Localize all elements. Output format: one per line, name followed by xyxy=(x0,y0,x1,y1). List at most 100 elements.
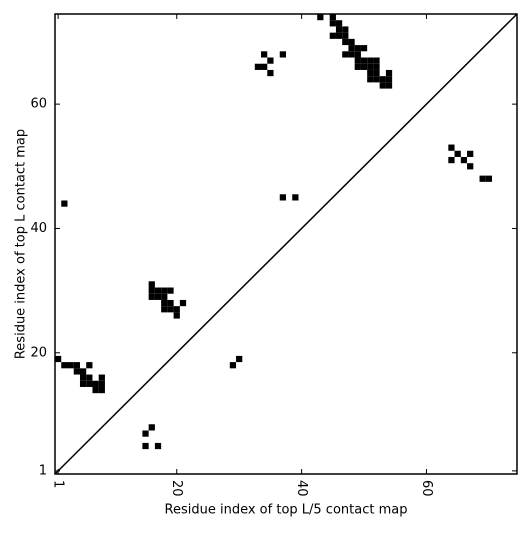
contact-point xyxy=(154,287,162,294)
contact-point xyxy=(79,374,87,381)
diagonal xyxy=(54,13,518,475)
y-tick-label: 40 xyxy=(30,221,47,236)
contact-point xyxy=(148,293,155,300)
contact-point xyxy=(179,299,187,307)
contact-point xyxy=(86,380,93,387)
contact-point xyxy=(98,380,105,387)
y-axis-label: Residue index of top L contact map xyxy=(14,129,29,359)
contact-point xyxy=(367,63,374,70)
contact-point xyxy=(142,442,149,450)
contact-point xyxy=(467,163,474,170)
contact-point xyxy=(229,362,237,369)
contact-point xyxy=(92,380,99,387)
contact-point xyxy=(167,287,174,294)
contact-point xyxy=(261,51,268,58)
contact-point xyxy=(360,45,368,52)
contact-point xyxy=(448,144,455,151)
contact-point xyxy=(342,26,349,33)
contact-point xyxy=(373,69,380,77)
contact-point xyxy=(267,57,274,64)
x-tick-label: 1 xyxy=(51,480,66,488)
contact-point xyxy=(342,38,349,46)
contact-point xyxy=(86,374,93,381)
contact-point xyxy=(279,194,286,201)
contact-point xyxy=(73,362,80,369)
contact-point xyxy=(61,200,68,207)
contact-point xyxy=(367,57,374,64)
contact-point xyxy=(161,293,168,300)
contact-point xyxy=(367,76,374,83)
contact-point xyxy=(373,63,380,70)
contact-point xyxy=(379,76,386,83)
contact-point xyxy=(161,299,168,307)
contact-point xyxy=(360,63,368,70)
contact-point xyxy=(335,20,343,27)
contact-point xyxy=(161,306,168,313)
contact-point xyxy=(335,32,343,39)
contact-point xyxy=(385,69,393,77)
contact-point xyxy=(354,51,361,58)
contact-point xyxy=(167,299,174,307)
contact-point xyxy=(367,69,374,77)
contact-point xyxy=(454,150,461,157)
contact-point xyxy=(448,156,455,164)
contact-point xyxy=(485,175,493,182)
contact-point xyxy=(79,380,87,387)
contact-point xyxy=(148,424,155,431)
contact-point xyxy=(55,355,62,363)
y-tick-label: 20 xyxy=(30,345,47,360)
contact-point xyxy=(342,32,349,39)
contact-point xyxy=(348,38,355,46)
contact-point xyxy=(373,57,380,64)
contact-point xyxy=(385,82,393,89)
contact-point xyxy=(154,442,162,450)
contact-point xyxy=(154,293,162,300)
contact-point xyxy=(354,63,361,70)
contact-point xyxy=(173,306,180,313)
contact-point xyxy=(279,51,286,58)
x-axis-label: Residue index of top L/5 contact map xyxy=(165,503,408,518)
contact-point xyxy=(329,20,336,27)
contact-point xyxy=(360,57,368,64)
contact-point xyxy=(329,14,336,21)
contact-point xyxy=(173,312,180,319)
contact-point xyxy=(267,69,274,77)
contact-point xyxy=(148,287,155,294)
contact-point xyxy=(73,368,80,375)
contact-point xyxy=(348,51,355,58)
contact-point xyxy=(236,355,243,363)
x-tick-label: 40 xyxy=(294,480,309,497)
x-tick-label: 20 xyxy=(169,480,184,497)
contact-point xyxy=(467,150,474,157)
contact-point xyxy=(167,306,174,313)
contact-point xyxy=(61,362,68,369)
contact-point xyxy=(79,368,87,375)
contact-point xyxy=(479,175,486,182)
y-tick-label: 60 xyxy=(30,97,47,112)
x-tick-label: 60 xyxy=(419,480,434,497)
contact-point xyxy=(335,26,343,33)
plot-frame xyxy=(54,13,518,475)
contact-point xyxy=(385,76,393,83)
contact-point xyxy=(348,45,355,52)
contact-point xyxy=(329,32,336,39)
contact-point xyxy=(98,374,105,381)
contact-point xyxy=(261,63,268,70)
contact-point xyxy=(254,63,262,70)
contact-point xyxy=(379,82,386,89)
contact-point xyxy=(354,57,361,64)
contact-point xyxy=(292,194,299,201)
contact-point xyxy=(98,386,105,394)
y-tick-label: 1 xyxy=(39,463,47,478)
contact-point xyxy=(373,76,380,83)
contact-point xyxy=(142,430,149,437)
contact-point xyxy=(342,51,349,58)
contact-point xyxy=(86,362,93,369)
contact-point xyxy=(460,156,468,164)
contact-point xyxy=(161,287,168,294)
contact-point xyxy=(148,281,155,288)
contact-point xyxy=(354,45,361,52)
contact-point xyxy=(67,362,74,369)
contact-point xyxy=(92,386,99,394)
